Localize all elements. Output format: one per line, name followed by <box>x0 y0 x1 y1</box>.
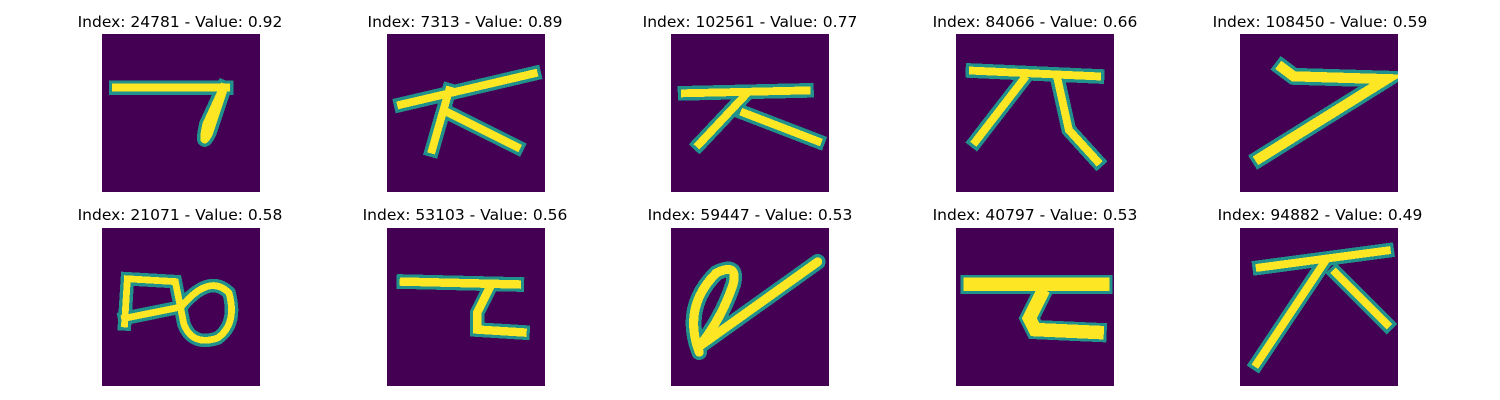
glyph-image <box>387 34 545 192</box>
panel-title: Index: 84066 - Value: 0.66 <box>932 13 1138 31</box>
panel-title: Index: 21071 - Value: 0.58 <box>77 206 283 224</box>
glyph-image <box>956 34 1114 192</box>
panel-title: Index: 102561 - Value: 0.77 <box>642 13 858 31</box>
panel-title: Index: 40797 - Value: 0.53 <box>932 206 1138 224</box>
glyph-image <box>671 228 829 386</box>
glyph-image <box>387 228 545 386</box>
panel-title: Index: 7313 - Value: 0.89 <box>367 13 563 31</box>
glyph-image <box>671 34 829 192</box>
glyph-image <box>1240 34 1398 192</box>
glyph-image <box>102 228 260 386</box>
glyph-image <box>1240 228 1398 386</box>
panel-title: Index: 108450 - Value: 0.59 <box>1212 13 1428 31</box>
panel-title: Index: 53103 - Value: 0.56 <box>362 206 568 224</box>
panel-title: Index: 94882 - Value: 0.49 <box>1217 206 1423 224</box>
panel-title: Index: 24781 - Value: 0.92 <box>77 13 283 31</box>
glyph-image <box>102 34 260 192</box>
panel-title: Index: 59447 - Value: 0.53 <box>647 206 853 224</box>
glyph-image <box>956 228 1114 386</box>
